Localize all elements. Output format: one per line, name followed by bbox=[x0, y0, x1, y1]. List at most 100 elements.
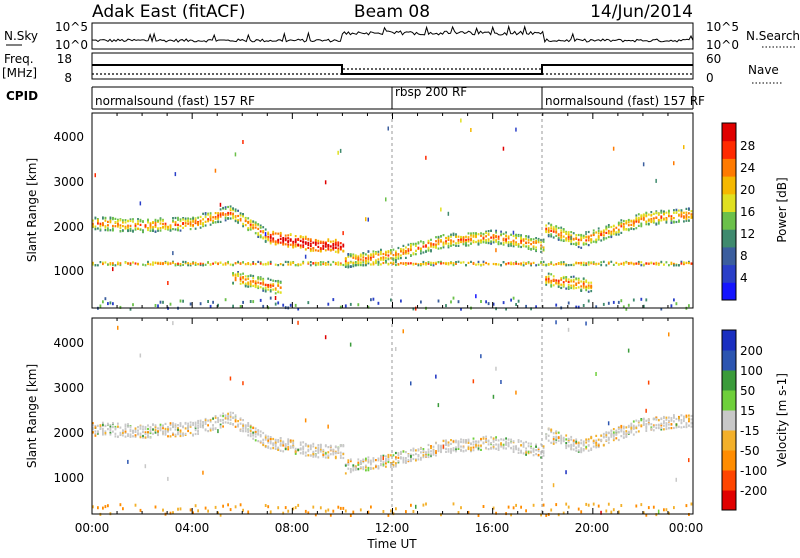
echo-cell bbox=[342, 250, 345, 253]
echo-cell bbox=[167, 435, 169, 438]
echo-cell bbox=[472, 235, 475, 238]
echo-cell bbox=[547, 229, 550, 232]
echo-cell bbox=[647, 218, 650, 221]
ground-scatter-cell bbox=[632, 298, 635, 302]
echo-cell bbox=[665, 418, 668, 421]
echo-cell bbox=[420, 247, 422, 250]
echo-cell bbox=[347, 461, 350, 464]
echo-cell bbox=[264, 284, 267, 287]
echo-cell bbox=[597, 232, 600, 235]
echo-cell bbox=[525, 451, 527, 454]
echo-cell bbox=[480, 448, 482, 451]
echo-cell bbox=[668, 423, 670, 426]
echo-cell bbox=[117, 218, 119, 221]
ground-scatter-cell bbox=[405, 510, 407, 514]
echo-cell bbox=[582, 261, 585, 264]
echo-cell bbox=[670, 261, 673, 264]
echo-cell bbox=[555, 279, 558, 282]
echo-cell bbox=[678, 220, 680, 223]
echo-cell bbox=[112, 216, 114, 220]
echo-cell bbox=[252, 280, 255, 283]
echo-cell bbox=[572, 278, 575, 281]
echo-cell bbox=[517, 245, 520, 248]
noise-cell bbox=[570, 235, 572, 240]
echo-cell bbox=[550, 273, 553, 276]
colorbar-block bbox=[722, 430, 736, 451]
echo-cell bbox=[447, 235, 450, 238]
noise-cell bbox=[442, 444, 445, 449]
echo-cell bbox=[645, 425, 648, 429]
echo-cell bbox=[492, 445, 495, 448]
ground-scatter-cell bbox=[452, 296, 455, 300]
echo-cell bbox=[269, 262, 272, 265]
echo-cell bbox=[673, 414, 675, 417]
vel-cbar-tick-15: 15 bbox=[740, 404, 755, 418]
echo-cell bbox=[104, 229, 107, 232]
echo-cell bbox=[545, 281, 548, 284]
noise-cell bbox=[612, 146, 615, 151]
echo-cell bbox=[482, 241, 485, 244]
echo-cell bbox=[668, 264, 670, 267]
echo-cell bbox=[572, 287, 575, 290]
echo-cell bbox=[327, 260, 330, 264]
velocity-panel: Slant Range [km] 1000 2000 3000 4000 bbox=[25, 317, 694, 517]
echo-cell bbox=[495, 263, 497, 266]
echo-cell bbox=[217, 420, 219, 423]
echo-cell bbox=[337, 261, 340, 264]
echo-cell bbox=[380, 464, 382, 467]
ground-scatter-cell bbox=[410, 503, 412, 507]
echo-cell bbox=[427, 249, 430, 252]
echo-cell bbox=[470, 237, 472, 240]
echo-cell bbox=[254, 435, 257, 438]
echo-cell bbox=[435, 442, 437, 445]
echo-cell bbox=[232, 263, 234, 266]
echo-cell bbox=[157, 433, 159, 436]
echo-cell bbox=[252, 426, 255, 430]
noise-cell bbox=[657, 509, 660, 514]
echo-cell bbox=[365, 264, 367, 267]
nsky-tick-bottom: 10^0 bbox=[55, 38, 88, 52]
echo-cell bbox=[580, 285, 583, 288]
echo-cell bbox=[277, 284, 280, 287]
echo-cell bbox=[545, 224, 548, 227]
echo-cell bbox=[287, 243, 290, 246]
power-panel: Slant Range [km] 1000 2000 3000 4000 bbox=[25, 112, 694, 311]
noise-cell bbox=[367, 217, 369, 222]
echo-cell bbox=[149, 431, 152, 435]
echo-cell bbox=[284, 444, 287, 447]
echo-cell bbox=[680, 414, 683, 417]
noise-cell bbox=[242, 381, 244, 386]
ground-scatter-cell bbox=[685, 504, 688, 508]
echo-cell bbox=[657, 427, 660, 430]
echo-cell bbox=[617, 222, 620, 225]
noise-cell bbox=[385, 197, 387, 202]
echo-cell bbox=[462, 238, 465, 241]
echo-cell bbox=[370, 461, 372, 464]
echo-cell bbox=[572, 448, 575, 451]
echo-cell bbox=[505, 238, 507, 241]
echo-cell bbox=[222, 421, 224, 425]
echo-cell bbox=[249, 263, 252, 266]
echo-cell bbox=[184, 260, 187, 264]
echo-cell bbox=[668, 416, 670, 419]
echo-cell bbox=[342, 263, 345, 267]
echo-cell bbox=[582, 277, 585, 280]
echo-cell bbox=[650, 261, 653, 264]
echo-cell bbox=[505, 231, 507, 234]
echo-cell bbox=[242, 225, 244, 228]
echo-cell bbox=[592, 445, 595, 448]
echo-cell bbox=[207, 430, 209, 433]
echo-cell bbox=[610, 432, 613, 435]
echo-cell bbox=[615, 261, 618, 264]
ground-scatter-cell bbox=[179, 507, 182, 511]
echo-cell bbox=[532, 261, 535, 264]
echo-cell bbox=[109, 425, 112, 428]
echo-cell bbox=[267, 237, 270, 240]
echo-cell bbox=[560, 239, 563, 242]
cpid-segment-1: normalsound (fast) 157 RF bbox=[95, 94, 255, 108]
echo-cell bbox=[552, 442, 555, 445]
echo-cell bbox=[347, 255, 350, 258]
echo-cell bbox=[492, 444, 495, 447]
echo-cell bbox=[312, 247, 315, 250]
echo-cell bbox=[299, 441, 302, 444]
